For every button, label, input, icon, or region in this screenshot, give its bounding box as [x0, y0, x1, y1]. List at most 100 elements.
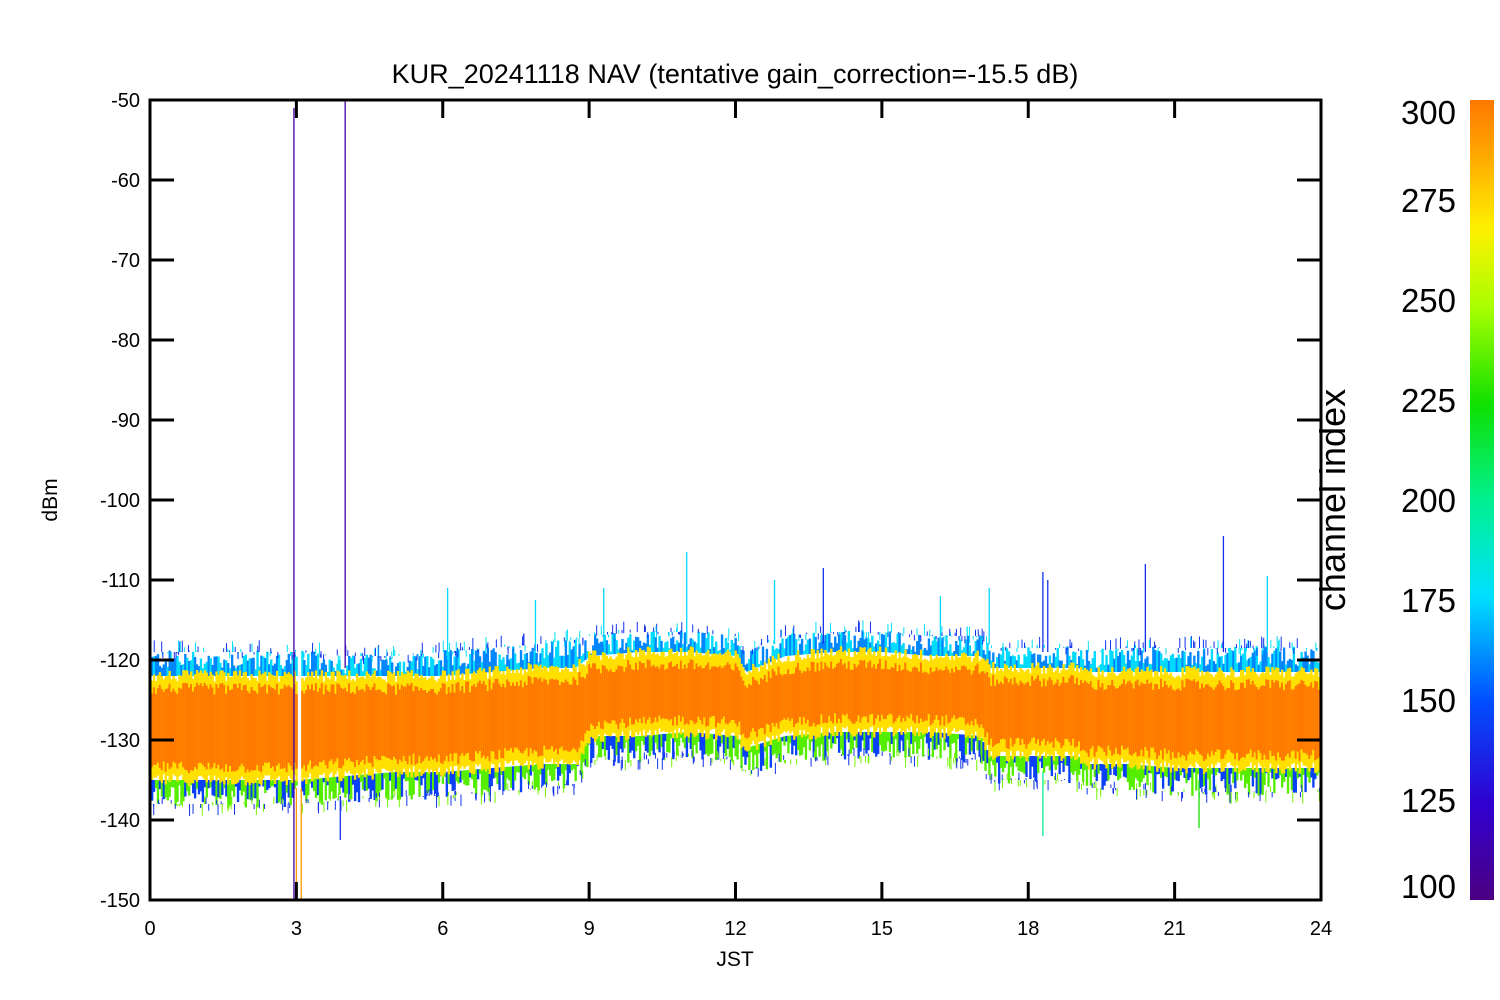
core-bar [1158, 688, 1161, 756]
upper-fringe-bar [1085, 650, 1089, 672]
lower-fringe-bar [695, 732, 698, 754]
core-bar [285, 686, 288, 773]
core-bar [353, 693, 357, 767]
core-bar [1185, 678, 1188, 761]
upper-fringe-bar [369, 654, 372, 676]
lower-fringe-bar [270, 780, 273, 787]
upper-fringe-bar [806, 639, 810, 655]
core-bar [232, 683, 236, 772]
upper-fringe-bar [974, 641, 977, 656]
lower-fringe-bar [504, 766, 507, 790]
lower-fringe-bar [648, 735, 652, 757]
upper-fringe-bar [342, 669, 345, 676]
lower-fringe-bar [1040, 756, 1044, 768]
upper-fringe-bar [750, 650, 753, 670]
core-bar [711, 666, 714, 717]
upper-fringe-bar [334, 671, 337, 676]
core-bar [900, 670, 903, 723]
y-tick-label: -60 [111, 170, 140, 192]
upper-fringe-bar [916, 641, 919, 655]
lower-fringe-bar [607, 736, 611, 760]
upper-fringe-bar [999, 654, 1003, 668]
upper-fringe-bar [461, 663, 464, 675]
upper-fringe-bar [966, 635, 970, 656]
core-bar [1308, 686, 1311, 759]
core-bar [217, 687, 220, 765]
upper-fringe-bar [886, 646, 890, 653]
core-bar [400, 684, 404, 762]
lower-fringe-bar [851, 732, 854, 750]
upper-fringe-bar [674, 644, 677, 652]
lower-fringe-bar [367, 774, 370, 789]
upper-fringe-bar [1171, 653, 1175, 672]
core-bar [322, 694, 326, 761]
lower-fringe-bar [1222, 768, 1225, 780]
lower-fringe-bar [1029, 756, 1032, 780]
core-bar [978, 673, 981, 728]
lower-fringe-bar [629, 736, 632, 753]
core-bar [1038, 680, 1042, 746]
core-bar [209, 684, 212, 770]
lower-fringe-bar [478, 769, 482, 774]
core-bar [521, 687, 525, 754]
lower-fringe-bar [1236, 768, 1239, 781]
lower-fringe-bar [1200, 768, 1204, 788]
lower-fringe-bar [152, 780, 156, 792]
lower-fringe-bar [1085, 763, 1089, 786]
upper-fringe-bar [984, 654, 987, 662]
lower-fringe-bar [1220, 768, 1223, 782]
upper-fringe-bar [248, 658, 251, 676]
lower-fringe-bar [428, 772, 431, 792]
lower-fringe-bar [601, 736, 605, 750]
lower-fringe-bar [1245, 768, 1249, 784]
upper-fringe-bar [277, 654, 281, 676]
core-bar [566, 681, 570, 752]
core-bar [1062, 676, 1065, 746]
core-bar [843, 663, 847, 716]
lower-fringe-bar [878, 732, 882, 746]
core-bar [997, 683, 1001, 744]
lower-fringe-bar [722, 734, 726, 754]
lower-fringe-bar [1280, 768, 1284, 788]
upper-fringe-bar [1290, 659, 1294, 672]
core-bar [761, 679, 765, 729]
lower-fringe-bar [1003, 756, 1007, 768]
core-bar [572, 677, 575, 748]
lower-fringe-bar [180, 780, 183, 805]
core-bar [945, 666, 948, 715]
core-bar [625, 667, 628, 728]
lower-fringe-bar [767, 741, 771, 747]
lower-fringe-bar [796, 734, 800, 750]
upper-fringe-bar [890, 642, 894, 653]
upper-fringe-bar [1007, 651, 1011, 668]
core-bar [642, 663, 646, 717]
lower-fringe-bar [876, 732, 880, 755]
upper-fringe-bar [958, 639, 962, 656]
core-bar [416, 686, 419, 764]
lower-fringe-bar [644, 735, 648, 751]
lower-fringe-bar [1134, 764, 1137, 779]
core-bar [1052, 684, 1055, 748]
lower-fringe-bar [225, 780, 228, 797]
upper-fringe-bar [1011, 655, 1015, 668]
core-bar [504, 687, 507, 749]
upper-fringe-bar [744, 664, 747, 671]
core-bar [1238, 689, 1241, 761]
lower-fringe-bar [1158, 766, 1161, 775]
upper-fringe-bar [1126, 650, 1130, 672]
core-bar [422, 690, 425, 762]
lower-fringe-bar [898, 732, 901, 753]
y-tick-label: -70 [111, 250, 140, 272]
core-bar [876, 663, 880, 715]
upper-fringe-bar [396, 663, 400, 676]
y-tick-label: -130 [100, 730, 140, 752]
lower-fringe-bar [344, 776, 347, 798]
upper-fringe-bar [654, 637, 657, 652]
upper-fringe-bar [689, 638, 692, 653]
upper-fringe-bar [168, 650, 171, 676]
lower-fringe-bar [240, 780, 244, 796]
lower-fringe-bar [642, 735, 646, 745]
core-bar [775, 675, 778, 723]
core-bar [307, 685, 310, 765]
lower-fringe-bar [379, 773, 382, 791]
